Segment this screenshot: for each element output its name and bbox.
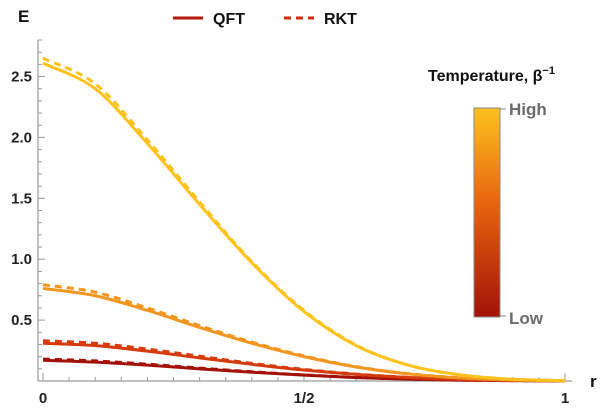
x-tick-label: 1/2 xyxy=(294,390,315,407)
y-axis-ticks: 0.5 1.0 1.5 2.0 2.5 xyxy=(11,39,45,370)
colorbar-gradient xyxy=(473,107,501,318)
colorbar-high-label: High xyxy=(509,100,547,119)
legend-qft-label: QFT xyxy=(213,11,245,28)
x-tick-label: 1 xyxy=(561,390,569,407)
colorbar-low-label: Low xyxy=(509,309,544,328)
colorbar-title: Temperature, β−1 xyxy=(428,65,555,85)
y-axis-title: E xyxy=(18,7,29,26)
colorbar-title-sup: −1 xyxy=(542,65,555,77)
y-tick-label: 1.0 xyxy=(11,251,32,268)
temperature-colorbar: Temperature, β−1 High Low xyxy=(428,65,555,328)
y-tick-label: 2.5 xyxy=(11,69,32,86)
x-axis-title: r xyxy=(590,372,597,391)
y-tick-label: 0.5 xyxy=(11,312,32,329)
legend-rkt-label: RKT xyxy=(324,11,357,28)
legend: QFT RKT xyxy=(173,11,357,28)
x-tick-label: 0 xyxy=(39,390,47,407)
axes: 0.5 1.0 1.5 2.0 2.5 0 1/2 1 xyxy=(11,39,572,407)
rkt-curve-highest xyxy=(42,56,566,383)
colorbar-title-main: Temperature, β xyxy=(428,68,543,85)
y-tick-label: 1.5 xyxy=(11,190,32,207)
x-axis-ticks: 0 1/2 1 xyxy=(39,373,569,407)
y-tick-label: 2.0 xyxy=(11,129,32,146)
series-curves xyxy=(42,56,566,383)
rkt-curve-high xyxy=(42,283,566,383)
